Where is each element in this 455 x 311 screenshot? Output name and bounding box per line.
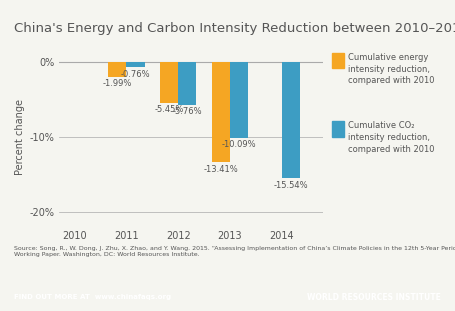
Text: China's Energy and Carbon Intensity Reduction between 2010–2014: China's Energy and Carbon Intensity Redu… xyxy=(14,22,455,35)
Text: WORLD RESOURCES INSTITUTE: WORLD RESOURCES INSTITUTE xyxy=(308,293,441,301)
Text: Source: Song, R., W. Dong, J. Zhu, X. Zhao, and Y. Wang. 2015. “Assessing Implem: Source: Song, R., W. Dong, J. Zhu, X. Zh… xyxy=(14,246,455,257)
Y-axis label: Percent change: Percent change xyxy=(15,99,25,175)
Text: -0.76%: -0.76% xyxy=(121,70,150,79)
Bar xyxy=(230,62,248,137)
Text: -15.54%: -15.54% xyxy=(273,181,308,190)
Text: -5.45%: -5.45% xyxy=(154,105,184,114)
Text: FIND OUT MORE AT  www.chinafaqs.org: FIND OUT MORE AT www.chinafaqs.org xyxy=(14,294,171,300)
Bar xyxy=(178,62,196,105)
Bar xyxy=(282,62,300,179)
Text: -1.99%: -1.99% xyxy=(103,79,132,88)
Bar xyxy=(160,62,178,103)
Bar xyxy=(126,62,145,67)
Text: -10.09%: -10.09% xyxy=(222,140,256,149)
Text: -5.76%: -5.76% xyxy=(172,107,202,116)
Bar xyxy=(212,62,230,162)
Text: Cumulative energy
intensity reduction,
compared with 2010: Cumulative energy intensity reduction, c… xyxy=(348,53,435,86)
Text: Cumulative CO₂
intensity reduction,
compared with 2010: Cumulative CO₂ intensity reduction, comp… xyxy=(348,121,435,154)
Text: -13.41%: -13.41% xyxy=(203,165,238,174)
Bar xyxy=(108,62,126,77)
